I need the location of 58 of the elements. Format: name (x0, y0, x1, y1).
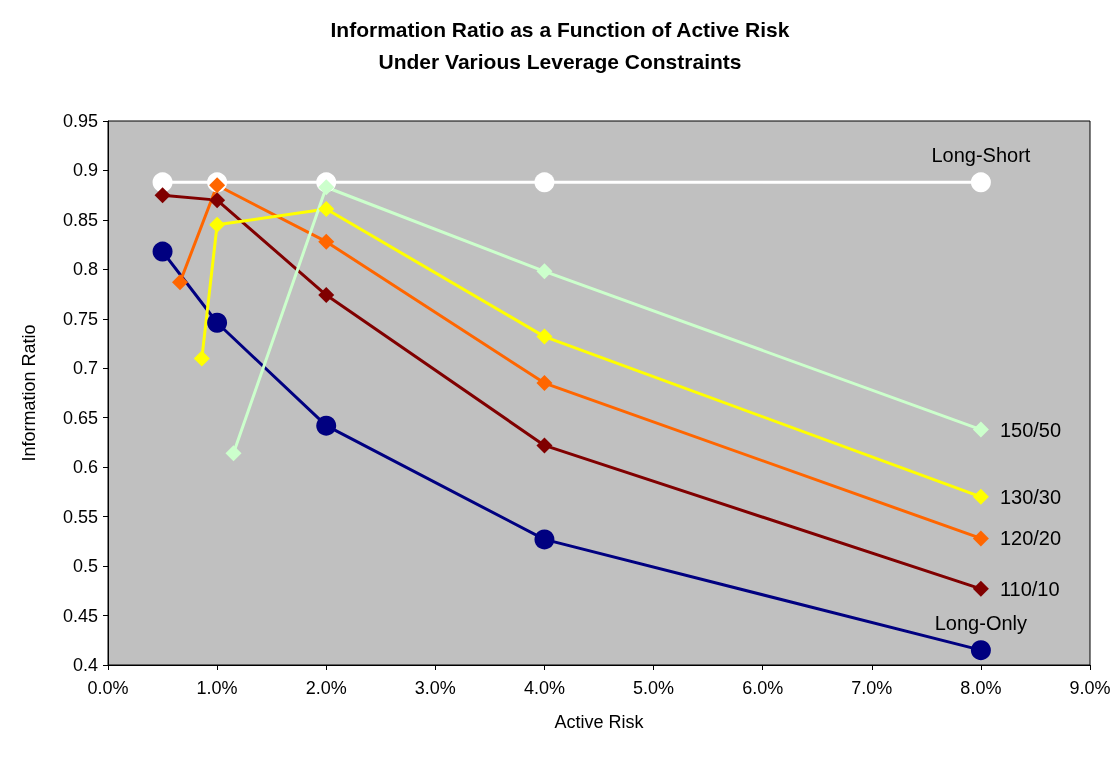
x-tick-label: 6.0% (742, 678, 784, 698)
x-tick-label: 8.0% (960, 678, 1002, 698)
point (209, 192, 226, 209)
x-tick-label: 7.0% (851, 678, 893, 698)
x-tick-label: 0.0% (87, 678, 129, 698)
point (193, 350, 210, 367)
series-label: 150/50 (999, 418, 1062, 441)
point (970, 172, 991, 193)
point (316, 415, 337, 436)
point (152, 172, 173, 193)
point (536, 263, 553, 280)
y-tick-label: 0.6 (72, 457, 98, 478)
y-tick-label: 0.55 (62, 506, 98, 527)
x-tick-label: 1.0% (196, 678, 238, 698)
point (225, 445, 242, 462)
y-tick-label: 0.8 (72, 259, 98, 280)
x-axis-title: Active Risk (554, 712, 645, 732)
point (972, 488, 989, 505)
point (207, 312, 228, 333)
series-label: Long-Only (934, 612, 1028, 635)
y-axis-title: Information Ratio (19, 324, 39, 462)
y-tick-label: 0.45 (62, 605, 98, 626)
point (536, 375, 553, 392)
point (534, 529, 555, 550)
y-tick-label: 0.5 (72, 556, 98, 577)
point (972, 580, 989, 597)
x-tick-label: 3.0% (414, 678, 456, 698)
y-tick-label: 0.65 (62, 407, 98, 428)
y-tick-label: 0.85 (62, 209, 98, 230)
y-tick-label: 0.9 (72, 160, 98, 181)
point (318, 179, 335, 196)
y-tick-label: 0.7 (72, 358, 98, 379)
point (209, 216, 226, 233)
point (154, 187, 171, 204)
x-tick-label: 2.0% (305, 678, 347, 698)
point (318, 201, 335, 218)
y-tick-label: 0.75 (62, 308, 98, 329)
series-label: 110/10 (999, 577, 1060, 600)
point (152, 241, 173, 262)
point (209, 177, 226, 194)
x-tick-label: 4.0% (523, 678, 565, 698)
x-tick-label: 9.0% (1069, 678, 1111, 698)
y-tick-label: 0.4 (72, 655, 98, 675)
series-label: 120/20 (999, 527, 1062, 550)
chart-title: Information Ratio as a Function of Active Risk Under Various Leverage Constraints (330, 17, 790, 73)
point (318, 233, 335, 250)
y-tick-label: 0.95 (62, 111, 98, 131)
point (534, 172, 555, 193)
point (536, 328, 553, 345)
point (318, 287, 335, 304)
x-tick-label: 5.0% (633, 678, 675, 698)
point (972, 530, 989, 547)
point (536, 437, 553, 454)
point (172, 274, 189, 291)
series-label: 130/30 (999, 485, 1062, 508)
point (970, 640, 991, 661)
point (972, 421, 989, 438)
series-label: Long-Short (931, 144, 1031, 167)
